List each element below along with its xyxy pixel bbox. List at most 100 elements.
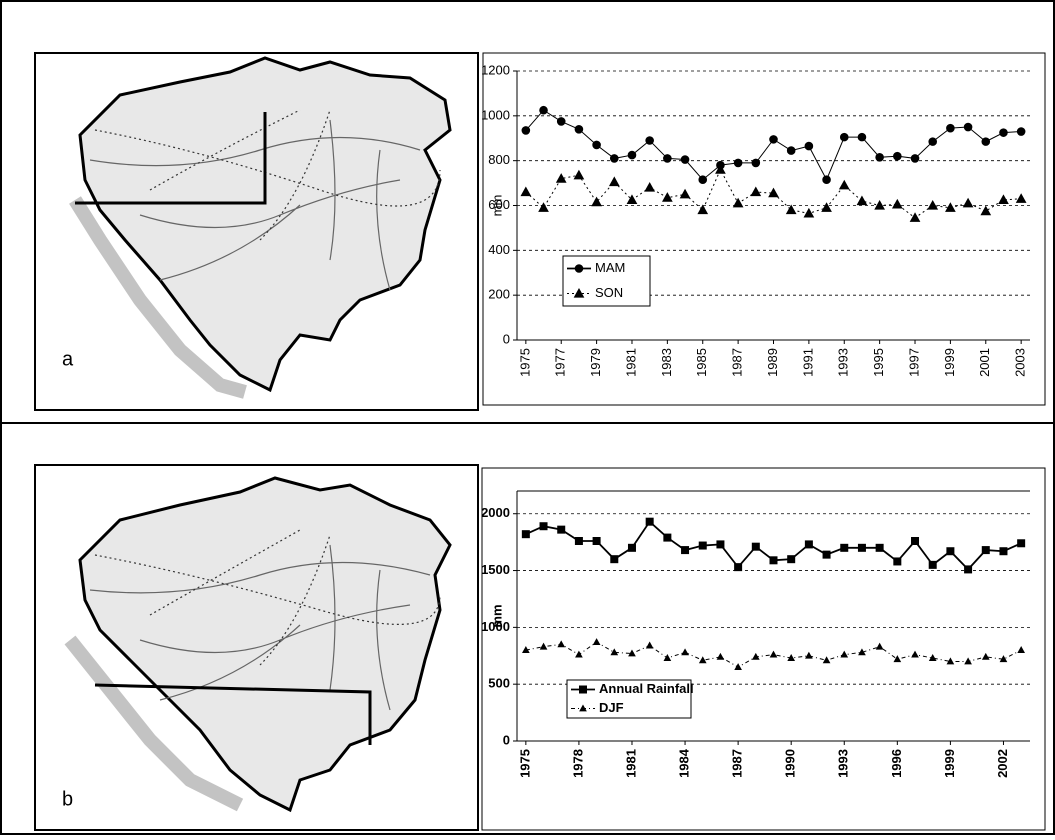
point	[929, 138, 937, 146]
point	[912, 538, 919, 545]
point	[540, 523, 547, 530]
y-tick-label: 0	[503, 331, 510, 346]
legend-label: DJF	[599, 700, 624, 715]
point	[894, 558, 901, 565]
x-tick-label: 1975	[517, 749, 532, 778]
point	[947, 548, 954, 555]
x-tick-label: 1997	[906, 348, 921, 377]
point	[734, 159, 742, 167]
point	[699, 176, 707, 184]
legend-marker	[580, 686, 587, 693]
chart-frame	[482, 468, 1045, 830]
x-tick-label: 1975	[517, 348, 532, 377]
point	[876, 544, 883, 551]
panel-label: a	[62, 348, 74, 370]
point	[982, 138, 990, 146]
point	[575, 125, 583, 133]
point	[911, 155, 919, 163]
x-tick-label: 1978	[570, 749, 585, 778]
point	[664, 534, 671, 541]
point	[876, 154, 884, 162]
x-tick-label: 1984	[676, 748, 691, 778]
x-tick-label: 1981	[623, 348, 638, 377]
x-tick-label: 1989	[765, 348, 780, 377]
y-tick-label: 800	[488, 152, 510, 167]
y-tick-label: 200	[488, 287, 510, 302]
point	[593, 141, 601, 149]
x-tick-label: 1977	[553, 348, 568, 377]
point	[964, 123, 972, 131]
point	[805, 541, 812, 548]
x-tick-label: 1983	[659, 348, 674, 377]
point	[752, 159, 760, 167]
legend-marker	[575, 265, 583, 273]
point	[593, 538, 600, 545]
point	[752, 543, 759, 550]
point	[522, 531, 529, 538]
point	[557, 118, 565, 126]
legend-label: SON	[595, 285, 623, 300]
x-tick-label: 1987	[730, 348, 745, 377]
point	[646, 518, 653, 525]
point	[664, 155, 672, 163]
map-a: a	[35, 53, 478, 410]
x-tick-label: 2002	[995, 749, 1010, 778]
point	[858, 133, 866, 141]
x-tick-label: 1996	[889, 749, 904, 778]
x-tick-label: 1991	[800, 348, 815, 377]
point	[628, 544, 635, 551]
point	[717, 541, 724, 548]
y-tick-label: 500	[488, 676, 510, 691]
point	[805, 142, 813, 150]
x-tick-label: 1987	[730, 749, 745, 778]
legend-label: MAM	[595, 260, 625, 275]
point	[787, 147, 795, 155]
point	[1018, 540, 1025, 547]
point	[894, 152, 902, 160]
point	[558, 526, 565, 533]
point	[575, 538, 582, 545]
x-tick-label: 1985	[694, 348, 709, 377]
y-tick-label: 400	[488, 242, 510, 257]
point	[1017, 128, 1025, 136]
x-tick-label: 2003	[1013, 348, 1028, 377]
y-axis-label: mm	[489, 604, 504, 627]
point	[858, 544, 865, 551]
x-tick-label: 1999	[942, 749, 957, 778]
point	[1000, 129, 1008, 137]
legend-label: Annual Rainfall	[599, 681, 694, 696]
point	[823, 176, 831, 184]
point	[735, 564, 742, 571]
y-tick-label: 1200	[481, 62, 510, 77]
point	[841, 544, 848, 551]
point	[823, 551, 830, 558]
x-tick-label: 1999	[942, 348, 957, 377]
point	[628, 151, 636, 159]
x-tick-label: 1981	[623, 749, 638, 778]
point	[522, 127, 530, 135]
point	[1000, 548, 1007, 555]
point	[947, 124, 955, 132]
point	[770, 136, 778, 144]
point	[788, 556, 795, 563]
point	[610, 155, 618, 163]
point	[965, 566, 972, 573]
figure: a b 020040060080010001200197519771979198…	[0, 0, 1055, 835]
y-tick-label: 2000	[481, 505, 510, 520]
point	[646, 137, 654, 145]
point	[681, 156, 689, 164]
map-b: b	[35, 465, 478, 830]
point	[540, 106, 548, 114]
point	[840, 133, 848, 141]
x-tick-label: 1979	[588, 348, 603, 377]
x-tick-label: 2001	[977, 348, 992, 377]
x-tick-label: 1993	[836, 348, 851, 377]
point	[682, 547, 689, 554]
y-axis-label: mm	[489, 195, 504, 217]
x-tick-label: 1993	[836, 749, 851, 778]
point	[982, 547, 989, 554]
point	[611, 556, 618, 563]
y-tick-label: 0	[503, 732, 510, 747]
y-tick-label: 1500	[481, 562, 510, 577]
x-tick-label: 1995	[871, 348, 886, 377]
